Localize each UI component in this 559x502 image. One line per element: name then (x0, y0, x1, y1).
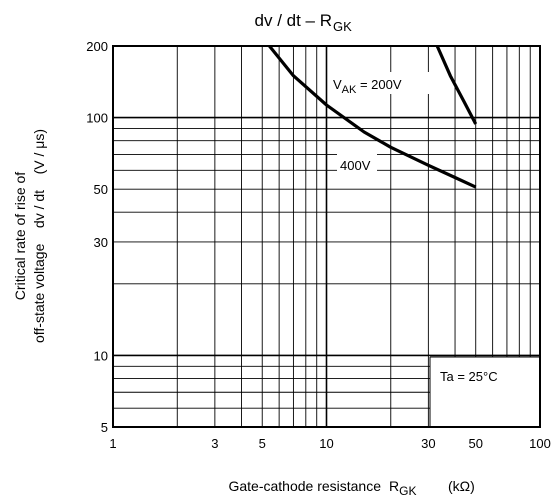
x-tick-label: 100 (529, 436, 551, 451)
x-tick-label: 10 (319, 436, 333, 451)
series-label-bg-200v (329, 72, 429, 94)
y-tick-label: 5 (101, 420, 108, 435)
y-axis-label-line-2: off-state voltage dv / dt (V / μs) (31, 129, 47, 343)
y-tick-label: 50 (94, 182, 108, 197)
y-tick-label: 30 (94, 235, 108, 250)
x-axis-symbol-sub: GK (399, 484, 416, 498)
chart-title: dv / dt – R (255, 11, 332, 30)
y-tick-label: 100 (86, 111, 108, 126)
major-grid (113, 46, 540, 427)
legend-box (430, 357, 540, 427)
x-axis-symbol-letter: R (389, 478, 399, 494)
x-tick-label: 5 (259, 436, 266, 451)
series-label-200v: VAK = 200V (333, 77, 402, 96)
series-label-200v-symbol: V (333, 77, 342, 92)
y-tick-label: 10 (94, 348, 108, 363)
ambient-temperature-note: Ta = 25°C (440, 369, 498, 384)
series-line-1 (268, 44, 477, 189)
series-label-200v-value: = 200V (356, 77, 402, 92)
x-tick-label: 50 (468, 436, 482, 451)
series-label-200v-sub: AK (342, 84, 357, 96)
x-axis-unit: (kΩ) (448, 478, 475, 494)
series-label-bg-400v (337, 154, 377, 174)
series-lines (268, 44, 478, 189)
y-tick-labels: 5 10 30 50 100 200 (86, 39, 108, 435)
series-line-0 (435, 45, 478, 125)
plot-frame (112, 45, 541, 428)
series-label-400v: 400V (340, 158, 371, 173)
y-axis-label-line-1: Critical rate of rise of (12, 172, 28, 300)
x-tick-label: 3 (211, 436, 218, 451)
x-tick-label: 30 (421, 436, 435, 451)
x-axis-label: Gate-cathode resistance (228, 478, 381, 494)
x-tick-label: 1 (109, 436, 116, 451)
y-tick-label: 200 (86, 39, 108, 54)
chart-title-subscript: GK (333, 19, 352, 34)
x-axis-symbol: RGK (389, 478, 416, 498)
x-tick-labels: 1 3 5 10 30 50 100 (109, 436, 550, 451)
